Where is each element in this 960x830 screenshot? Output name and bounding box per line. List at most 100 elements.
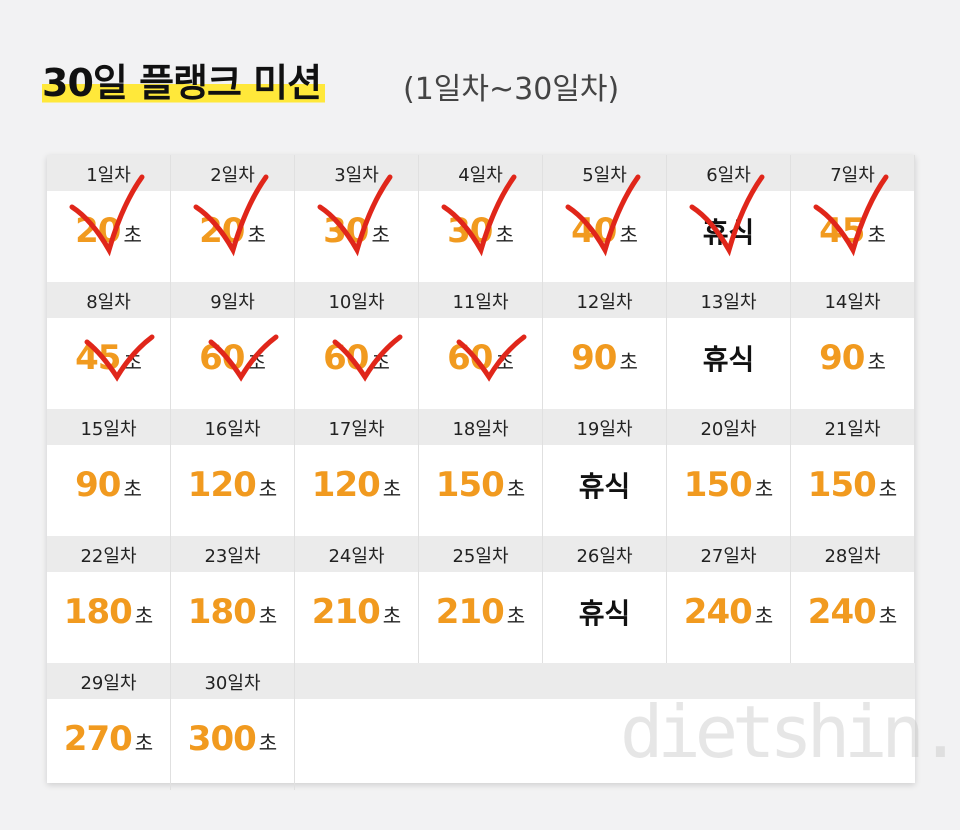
day-label: 15일차 xyxy=(80,419,137,440)
day-cell: 27일차 240 초 xyxy=(667,536,791,663)
day-value: 210 초 xyxy=(419,592,542,632)
unit: 초 xyxy=(123,223,142,247)
unit: 초 xyxy=(247,350,266,374)
seconds: 150 xyxy=(807,465,877,505)
day-value: 휴식 xyxy=(543,465,666,505)
day-cell: 20일차 150 초 xyxy=(667,409,791,536)
seconds: 180 xyxy=(187,592,257,632)
seconds: 300 xyxy=(187,719,257,759)
day-cell: 21일차 150 초 xyxy=(791,409,915,536)
day-cell: 25일차 210 초 xyxy=(419,536,543,663)
day-value: 60 초 xyxy=(295,338,418,378)
day-cell: 24일차 210 초 xyxy=(295,536,419,663)
seconds: 60 xyxy=(323,338,369,378)
day-label: 2일차 xyxy=(210,165,255,186)
day-cell: 15일차 90 초 xyxy=(47,409,171,536)
day-cell: 6일차 휴식 xyxy=(667,155,791,282)
day-value: 240 초 xyxy=(667,592,790,632)
day-value: 휴식 xyxy=(667,338,790,378)
unit: 초 xyxy=(754,477,774,501)
day-cell: 9일차 60 초 xyxy=(171,282,295,409)
day-label: 14일차 xyxy=(824,292,881,313)
day-value: 90 초 xyxy=(791,338,914,378)
day-value: 120 초 xyxy=(295,465,418,505)
unit: 초 xyxy=(247,223,266,247)
day-label: 20일차 xyxy=(700,419,757,440)
day-value: 150 초 xyxy=(419,465,542,505)
day-value: 270 초 xyxy=(47,719,170,759)
day-label: 5일차 xyxy=(582,165,627,186)
day-label: 30일차 xyxy=(204,673,261,694)
day-cell: 17일차 120 초 xyxy=(295,409,419,536)
rest-day: 휴식 xyxy=(702,216,755,249)
day-cell: 12일차 90 초 xyxy=(543,282,667,409)
watermark: dietshin.com xyxy=(620,690,960,774)
subtitle: (1일차~30일차) xyxy=(403,72,620,107)
seconds: 270 xyxy=(63,719,133,759)
day-label: 29일차 xyxy=(80,673,137,694)
day-value: 60 초 xyxy=(171,338,294,378)
unit: 초 xyxy=(382,477,402,501)
day-cell: 26일차 휴식 xyxy=(543,536,667,663)
day-value: 휴식 xyxy=(667,211,790,251)
day-label: 21일차 xyxy=(824,419,881,440)
day-cell: 1일차 20 초 xyxy=(47,155,171,282)
unit: 초 xyxy=(258,477,278,501)
day-cell: 18일차 150 초 xyxy=(419,409,543,536)
day-cell: 11일차 60 초 xyxy=(419,282,543,409)
day-label: 22일차 xyxy=(80,546,137,567)
seconds: 90 xyxy=(75,465,121,505)
day-cell: 8일차 45 초 xyxy=(47,282,171,409)
day-label: 8일차 xyxy=(86,292,131,313)
day-value: 45 초 xyxy=(791,211,914,251)
day-value: 90 초 xyxy=(47,465,170,505)
day-cell: 4일차 30 초 xyxy=(419,155,543,282)
seconds: 30 xyxy=(323,211,369,251)
day-label: 11일차 xyxy=(452,292,509,313)
day-value: 40 초 xyxy=(543,211,666,251)
day-label: 28일차 xyxy=(824,546,881,567)
day-label: 3일차 xyxy=(334,165,379,186)
rest-day: 휴식 xyxy=(578,597,631,630)
day-cell: 3일차 30 초 xyxy=(295,155,419,282)
day-value: 20 초 xyxy=(47,211,170,251)
seconds: 45 xyxy=(819,211,865,251)
day-cell: 14일차 90 초 xyxy=(791,282,915,409)
day-value: 휴식 xyxy=(543,592,666,632)
rest-day: 휴식 xyxy=(578,470,631,503)
day-value: 180 초 xyxy=(47,592,170,632)
unit: 초 xyxy=(134,731,154,755)
seconds: 20 xyxy=(199,211,245,251)
day-label: 1일차 xyxy=(86,165,131,186)
seconds: 150 xyxy=(683,465,753,505)
seconds: 150 xyxy=(435,465,505,505)
header-band xyxy=(47,536,915,572)
day-value: 180 초 xyxy=(171,592,294,632)
seconds: 210 xyxy=(311,592,381,632)
unit: 초 xyxy=(123,477,142,501)
seconds: 120 xyxy=(187,465,257,505)
day-value: 300 초 xyxy=(171,719,294,759)
day-value: 45 초 xyxy=(47,338,170,378)
unit: 초 xyxy=(495,350,514,374)
day-value: 60 초 xyxy=(419,338,542,378)
seconds: 120 xyxy=(311,465,381,505)
day-label: 7일차 xyxy=(830,165,875,186)
seconds: 30 xyxy=(447,211,493,251)
day-label: 17일차 xyxy=(328,419,385,440)
day-cell: 10일차 60 초 xyxy=(295,282,419,409)
unit: 초 xyxy=(258,731,278,755)
day-label: 27일차 xyxy=(700,546,757,567)
seconds: 40 xyxy=(571,211,617,251)
seconds: 210 xyxy=(435,592,505,632)
seconds: 90 xyxy=(819,338,865,378)
unit: 초 xyxy=(867,223,886,247)
header-band xyxy=(47,663,915,699)
seconds: 90 xyxy=(571,338,617,378)
day-label: 19일차 xyxy=(576,419,633,440)
day-label: 4일차 xyxy=(458,165,503,186)
unit: 초 xyxy=(506,604,526,628)
day-cell: 29일차 270 초 xyxy=(47,663,171,790)
day-value: 30 초 xyxy=(295,211,418,251)
